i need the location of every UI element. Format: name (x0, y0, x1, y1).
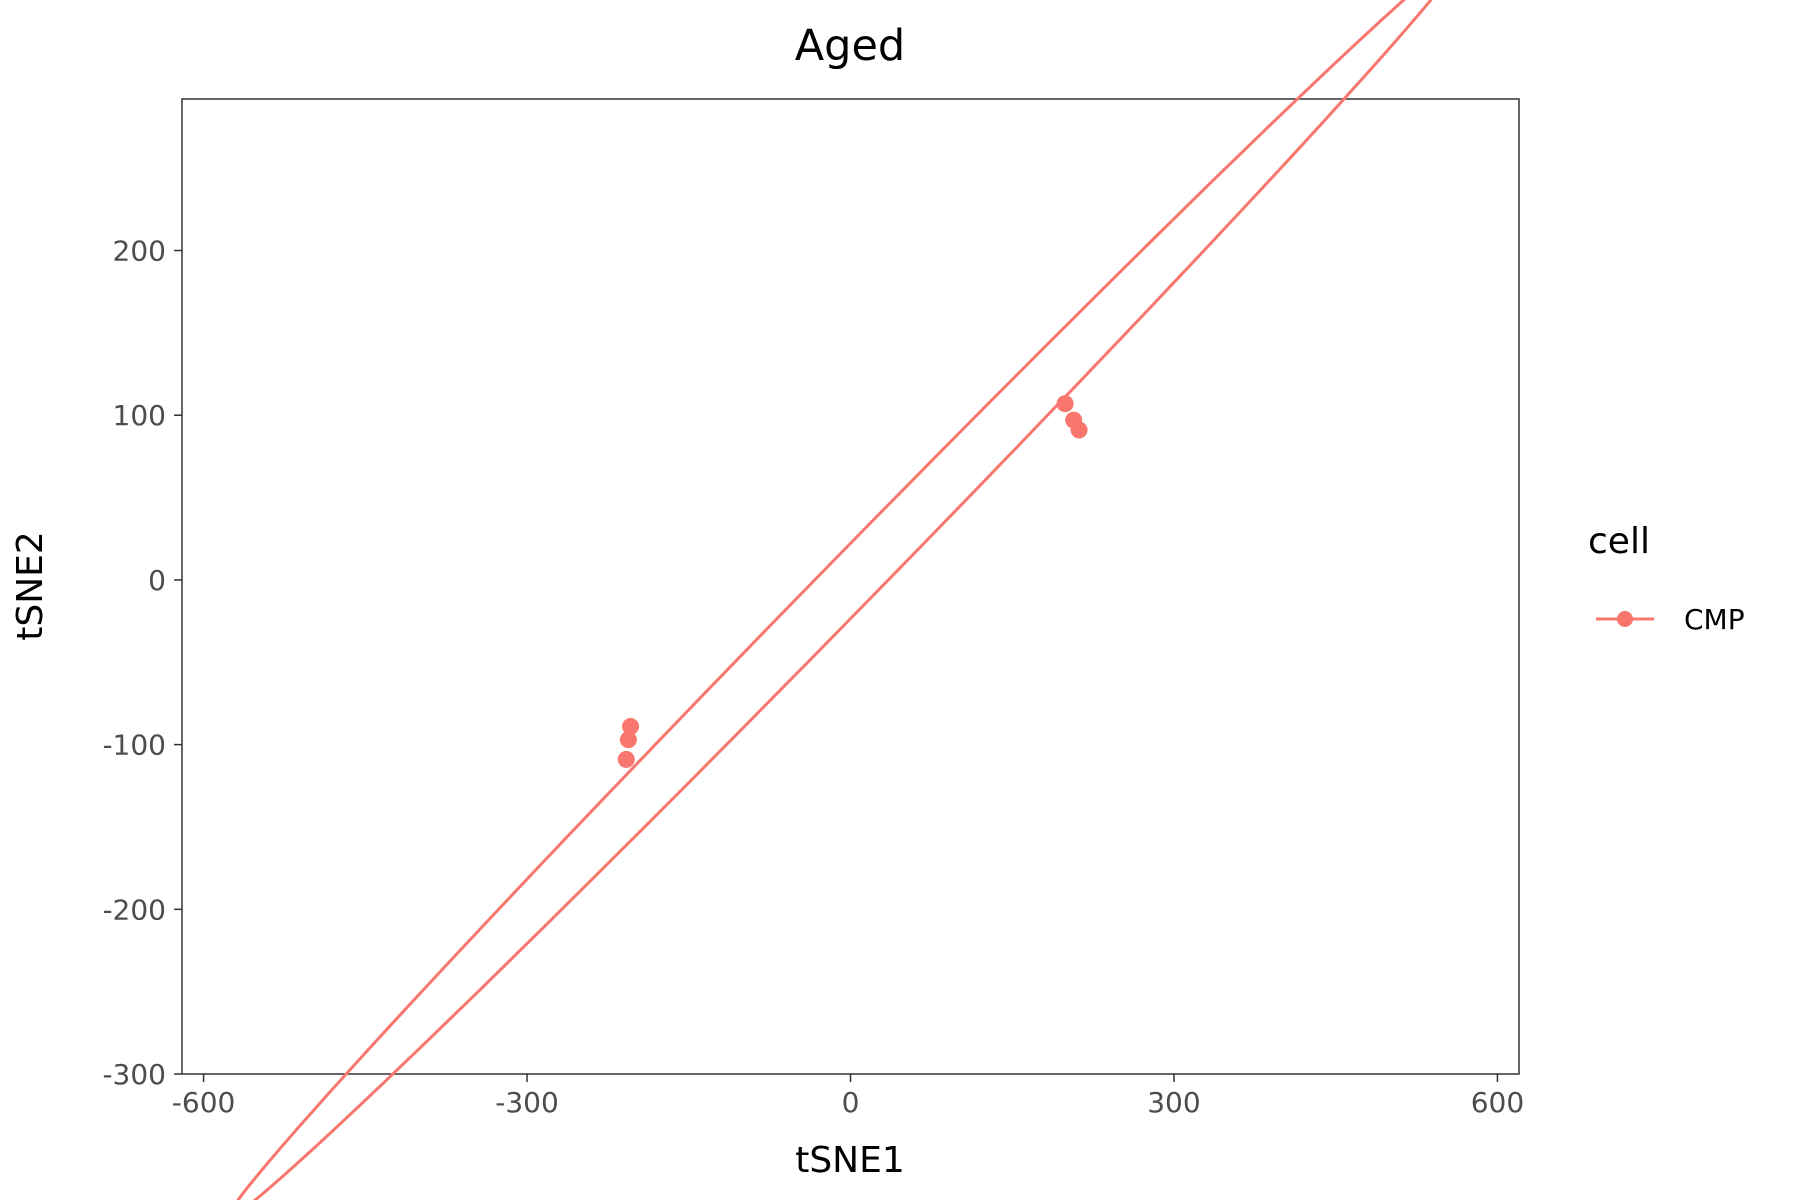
x-tick-label: 300 (1147, 1086, 1200, 1119)
y-axis: -300 -200 -100 0 100 200 (102, 235, 182, 1091)
data-layer (236, 0, 1433, 1200)
confidence-ellipse-cmp (236, 0, 1433, 1200)
x-axis: -600 -300 0 300 600 (172, 1074, 1524, 1119)
x-tick-label: -600 (172, 1086, 236, 1119)
data-point-cmp (1056, 395, 1074, 413)
y-tick-label: -300 (102, 1058, 166, 1091)
y-tick-label: 0 (148, 564, 166, 597)
y-tick-label: 200 (113, 235, 166, 268)
x-tick-label: -300 (495, 1086, 559, 1119)
x-tick-label: 600 (1471, 1086, 1524, 1119)
x-tick-label: 0 (842, 1086, 860, 1119)
chart-title: Aged (795, 21, 905, 71)
legend-title: cell (1588, 521, 1650, 562)
legend-key-dot (1617, 611, 1633, 627)
plot-panel (181, 98, 1520, 1075)
y-axis-title: tSNE2 (10, 531, 51, 641)
y-tick-label: -200 (102, 893, 166, 926)
y-tick-label: -100 (102, 729, 166, 762)
data-point-cmp (619, 731, 637, 749)
x-axis-title: tSNE1 (795, 1140, 905, 1181)
data-point-cmp (622, 717, 640, 735)
legend-label-cmp: CMP (1684, 603, 1745, 636)
legend: cell CMP (1588, 521, 1745, 636)
data-point-cmp (1070, 421, 1088, 439)
data-point-cmp (617, 750, 635, 768)
y-tick-label: 100 (113, 399, 166, 432)
